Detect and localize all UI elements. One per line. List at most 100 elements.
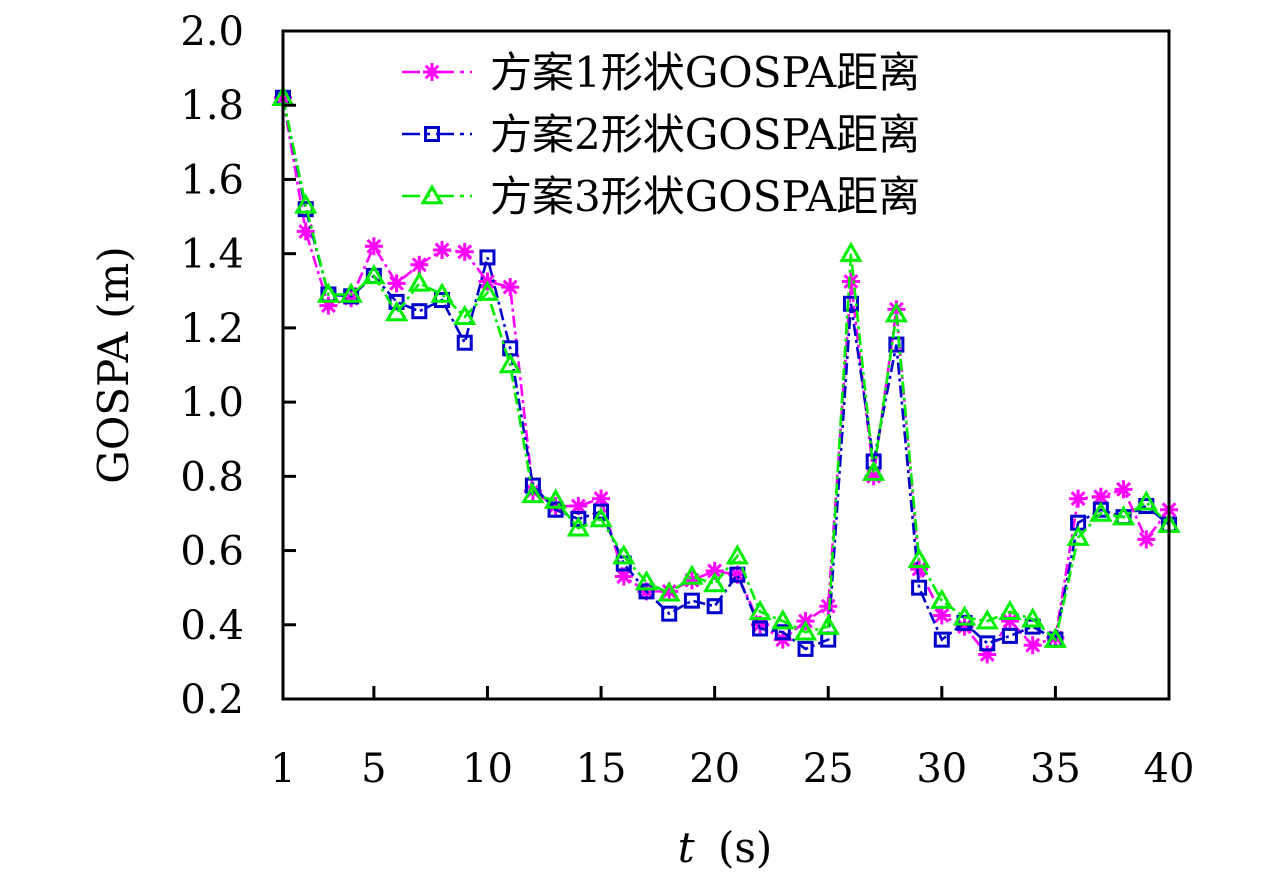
series-1-point xyxy=(364,237,383,256)
series-3-point xyxy=(407,271,431,292)
series-1-point xyxy=(501,278,520,297)
legend-item-2: 方案2形状GOSPA距离 xyxy=(402,110,920,159)
series-2-line xyxy=(281,97,1170,651)
series-1-point xyxy=(1023,636,1042,655)
series-3-point xyxy=(339,282,363,303)
series-3-point xyxy=(1111,505,1136,526)
series-1-point xyxy=(1069,489,1088,508)
series-1-point xyxy=(455,242,474,261)
legend-item-3: 方案3形状GOSPA距离 xyxy=(402,172,920,221)
y-tick-label: 1.4 xyxy=(180,232,244,278)
y-tick-label: 1.6 xyxy=(180,157,244,203)
series-3-point xyxy=(566,516,590,537)
x-tick-label: 40 xyxy=(1144,746,1195,792)
legend-label: 方案3形状GOSPA距离 xyxy=(490,172,920,221)
x-tick-label: 20 xyxy=(689,746,740,792)
plot-frame xyxy=(281,29,1171,701)
series-2-point xyxy=(706,598,723,615)
series-3-point xyxy=(725,544,749,565)
y-tick-label: 1.0 xyxy=(180,380,244,426)
series-2-point xyxy=(683,592,700,609)
series-2-point xyxy=(774,624,791,641)
x-axis-ticks: 1 5 10 15 20 25 30 35 40 xyxy=(270,686,1194,792)
x-axis-title: t (s) xyxy=(678,823,773,872)
series-3-point xyxy=(1021,607,1045,628)
series-2-point xyxy=(911,579,928,596)
series-3-point xyxy=(385,301,409,322)
series-3-point xyxy=(316,282,341,303)
series-2-point xyxy=(661,605,678,622)
legend-item-1: 方案1形状GOSPA距离 xyxy=(402,48,920,97)
series-2-point xyxy=(752,620,769,637)
series-3-point xyxy=(907,547,931,569)
legend-label: 方案1形状GOSPA距离 xyxy=(490,48,920,97)
y-axis-title: GOSPA (m) xyxy=(89,246,138,483)
x-tick-label: 15 xyxy=(576,746,627,792)
series-3-point xyxy=(1066,525,1090,546)
series-3-line xyxy=(281,97,1170,643)
series-1-point xyxy=(1114,480,1133,499)
series-1-point xyxy=(841,272,860,291)
y-tick-label: 0.4 xyxy=(180,603,244,649)
series-3 xyxy=(271,85,1181,648)
series-2-point xyxy=(933,631,950,648)
series-3-point xyxy=(362,263,386,285)
legend-marker xyxy=(423,63,441,81)
y-tick-label: 0.8 xyxy=(180,454,244,500)
series-3-point xyxy=(975,609,999,630)
x-tick-label: 5 xyxy=(361,746,386,792)
series-1-point xyxy=(1091,487,1110,506)
y-tick-label: 1.2 xyxy=(180,306,244,352)
series-3-point xyxy=(952,605,977,626)
series-1-line xyxy=(281,97,1171,657)
x-tick-label: 30 xyxy=(916,746,967,792)
series-2-point xyxy=(638,583,655,600)
series-3-point xyxy=(657,581,681,602)
series-2-point xyxy=(979,635,996,652)
legend-marker xyxy=(420,183,444,205)
series-3-point xyxy=(862,460,886,481)
series-2-point xyxy=(570,511,587,528)
y-tick-label: 2.0 xyxy=(180,9,244,55)
series-3-point xyxy=(771,609,795,630)
series-3-point xyxy=(839,241,863,262)
series-3-point xyxy=(521,482,545,504)
legend-marker xyxy=(424,126,440,142)
x-tick-label: 10 xyxy=(462,746,513,792)
series-1-point xyxy=(1137,530,1156,549)
series-2-point xyxy=(797,640,814,657)
x-tick-label: 1 xyxy=(270,746,295,792)
series-1-point xyxy=(410,255,429,274)
y-axis-ticks: 0.2 0.4 0.6 0.8 1.0 1.2 1.4 1.6 1.8 2.0 xyxy=(180,9,296,723)
x-tick-label: 25 xyxy=(803,746,854,792)
series-2-point xyxy=(456,334,473,351)
series-3-point xyxy=(1043,627,1067,648)
series-3-point xyxy=(634,570,659,591)
series-3-point xyxy=(544,488,568,509)
series-3-point xyxy=(998,599,1022,621)
x-tick-label: 35 xyxy=(1030,746,1081,792)
series-3-point xyxy=(793,620,818,641)
series-3-point xyxy=(589,506,613,528)
series-3-point xyxy=(294,193,318,214)
series-1-point xyxy=(1000,612,1019,631)
series-1-point xyxy=(433,240,452,259)
series-3-point xyxy=(884,302,908,323)
series-3-point xyxy=(1089,501,1113,522)
series-3-point xyxy=(612,544,636,565)
series-3-point xyxy=(1134,490,1158,511)
series-2-point xyxy=(1001,627,1018,644)
series-3-point xyxy=(475,280,500,301)
x-axis-title-var: t xyxy=(678,823,695,872)
series-3-point xyxy=(816,614,840,635)
y-tick-label: 0.2 xyxy=(180,677,244,723)
series-1-point xyxy=(932,606,951,625)
series-3-point xyxy=(748,599,772,621)
series-3-point xyxy=(703,571,727,593)
series-3-point xyxy=(430,282,454,303)
y-tick-label: 1.8 xyxy=(180,83,244,129)
y-tick-label: 0.6 xyxy=(180,529,244,575)
legend-label: 方案2形状GOSPA距离 xyxy=(490,110,920,159)
